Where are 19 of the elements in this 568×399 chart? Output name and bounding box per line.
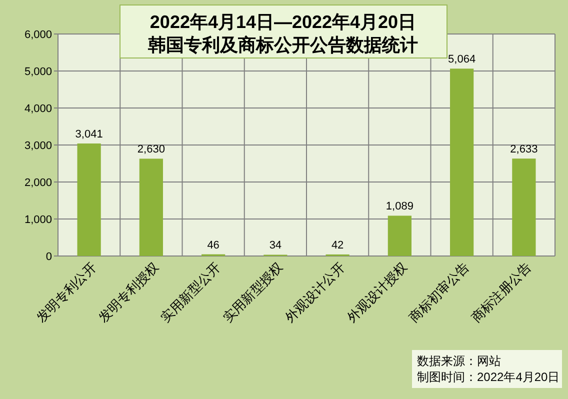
data-label: 5,064: [448, 54, 476, 66]
title: 2022年4月14日—2022年4月20日 韩国专利及商标公开公告数据统计: [120, 4, 448, 58]
data-label: 2,630: [137, 144, 165, 156]
y-tick-label: 4,000: [24, 103, 52, 115]
chart-subtitle: 韩国专利及商标公开公告数据统计: [147, 35, 418, 55]
notes: 数据来源：网站 制图时间：2022年4月20日: [412, 350, 562, 388]
data-label: 1,089: [386, 200, 414, 213]
data-label: 46: [207, 239, 220, 252]
data-label: 3,041: [75, 128, 103, 140]
y-tick-label: 1,000: [24, 214, 52, 226]
data-label: 34: [269, 240, 282, 252]
y-tick-label: 2,000: [24, 177, 52, 189]
data-label: 2,633: [510, 144, 538, 156]
y-tick-label: 3,000: [24, 140, 52, 152]
source-note: 数据来源：网站: [417, 354, 501, 368]
chart-title: 2022年4月14日—2022年4月20日: [150, 12, 416, 32]
data-label: 42: [331, 239, 344, 252]
y-tick-label: 5,000: [24, 66, 52, 78]
y-tick-label: 6,000: [24, 29, 52, 41]
